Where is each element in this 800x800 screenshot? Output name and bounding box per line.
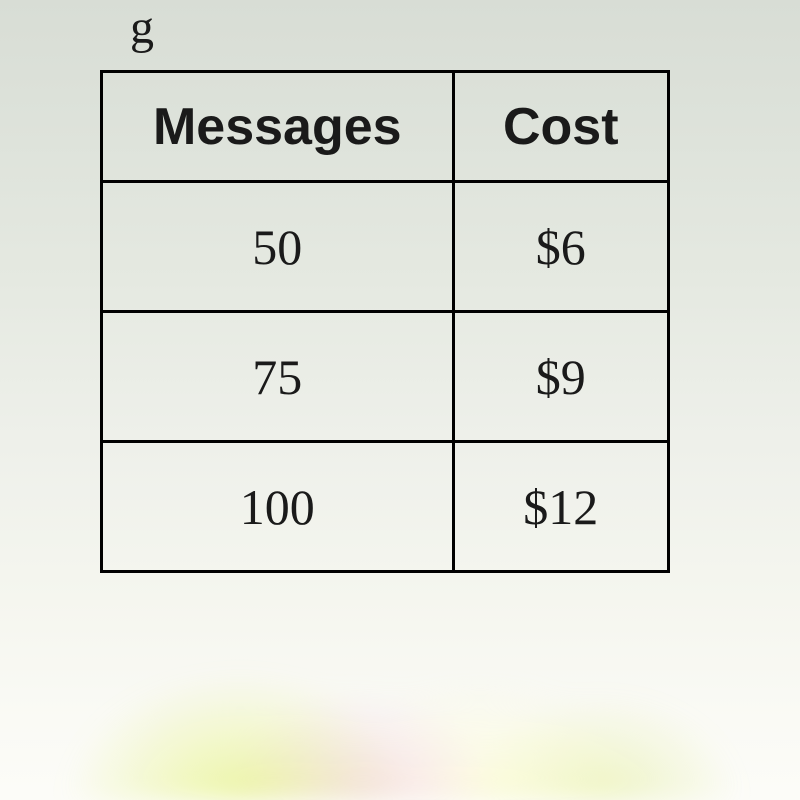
header-cost: Cost: [453, 72, 668, 182]
table-header-row: Messages Cost: [102, 72, 669, 182]
cell-cost: $12: [453, 442, 668, 572]
cell-messages: 100: [102, 442, 454, 572]
background-glow: [0, 600, 800, 800]
cell-cost: $6: [453, 182, 668, 312]
partial-heading-text: g: [130, 0, 154, 55]
pricing-table: Messages Cost 50 $6 75 $9 100 $12: [100, 70, 670, 573]
pricing-table-container: Messages Cost 50 $6 75 $9 100 $12: [100, 70, 670, 573]
cell-messages: 50: [102, 182, 454, 312]
cell-messages: 75: [102, 312, 454, 442]
table-row: 75 $9: [102, 312, 669, 442]
cell-cost: $9: [453, 312, 668, 442]
header-messages: Messages: [102, 72, 454, 182]
table-row: 50 $6: [102, 182, 669, 312]
table-row: 100 $12: [102, 442, 669, 572]
